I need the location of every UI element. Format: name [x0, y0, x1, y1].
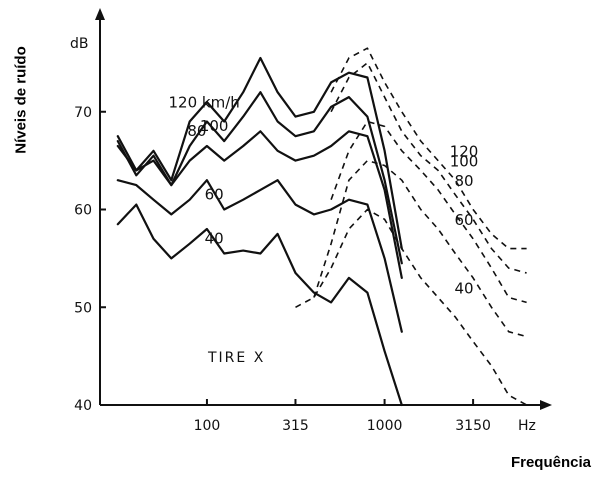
curve-label-solid-120: 120 km/h — [169, 94, 240, 112]
curve-label-dashed-60: 60 — [455, 211, 474, 229]
y-tick-label: 60 — [74, 203, 92, 219]
tire-annotation: TIRE X — [207, 350, 265, 366]
x-axis-arrow-icon — [540, 400, 552, 410]
curve-label-solid-40: 40 — [205, 229, 224, 247]
axes: dB Hz TIRE X — [70, 8, 552, 434]
y-unit-label: dB — [70, 36, 89, 52]
y-tick-label: 40 — [74, 398, 92, 414]
series-line-solid-40 — [116, 203, 403, 407]
series-line-solid-100 — [116, 91, 403, 265]
curve-label-dashed-40: 40 — [455, 279, 474, 297]
series-line-dashed-80 — [330, 120, 527, 304]
series-group — [116, 47, 527, 407]
x-tick-label: 3150 — [455, 418, 491, 434]
curve-label-solid-100: 100 — [200, 117, 229, 135]
series-line-solid-80 — [116, 130, 403, 279]
curve-label-dashed-120: 120 — [450, 143, 479, 161]
y-axis-arrow-icon — [95, 8, 105, 20]
x-axis-title: Frequência — [510, 454, 591, 471]
series-line-dashed-100 — [330, 62, 527, 274]
series-line-solid-60 — [116, 179, 403, 333]
curve-label-dashed-80: 80 — [455, 172, 474, 190]
ticks: 40 50 60 70 100 315 1000 3150 — [74, 105, 491, 434]
series-line-dashed-40 — [295, 208, 527, 406]
y-tick-label: 50 — [74, 300, 92, 316]
series-line-dashed-120 — [330, 47, 527, 250]
curve-label-solid-80: 80 — [187, 122, 206, 140]
series-line-dashed-60 — [313, 159, 527, 338]
y-tick-label: 70 — [74, 105, 92, 121]
curve-label-dashed-100: 100 — [450, 152, 479, 170]
x-tick-label: 315 — [282, 418, 309, 434]
curve-label-solid-60: 60 — [205, 186, 224, 204]
x-unit-label: Hz — [518, 418, 536, 434]
x-tick-label: 100 — [194, 418, 221, 434]
series-line-solid-120 — [116, 56, 403, 250]
x-tick-label: 1000 — [367, 418, 403, 434]
